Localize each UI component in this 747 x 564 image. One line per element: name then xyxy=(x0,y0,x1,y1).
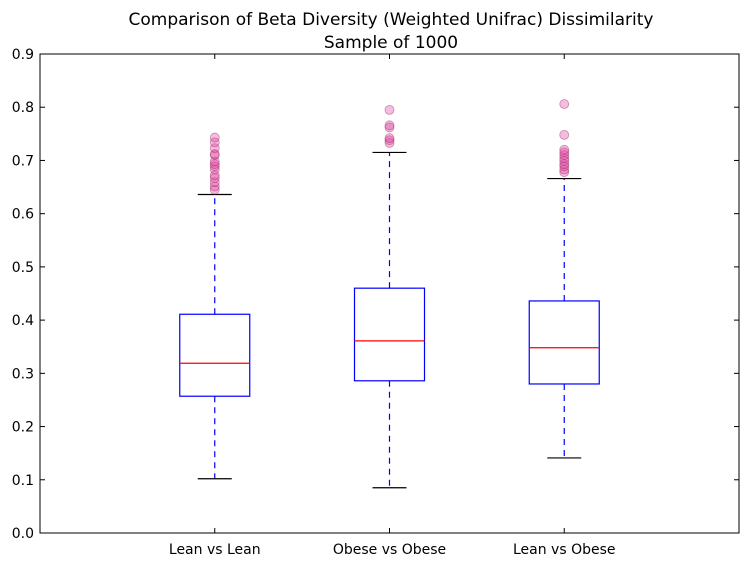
outlier-point xyxy=(559,144,570,155)
outlier-point xyxy=(559,147,570,158)
y-tick-label: 0.6 xyxy=(12,207,34,223)
outlier-point xyxy=(559,150,570,161)
outlier-point xyxy=(384,135,395,146)
chart-title: Comparison of Beta Diversity (Weighted U… xyxy=(129,10,654,30)
outlier-point xyxy=(559,161,570,172)
outlier-point xyxy=(559,129,570,140)
outlier-point xyxy=(384,120,395,131)
outlier-point xyxy=(559,153,570,164)
iqr-box xyxy=(528,300,600,385)
box-group xyxy=(528,99,600,459)
outlier-point xyxy=(559,99,570,109)
outlier-point xyxy=(559,167,570,178)
y-tick-label: 0.7 xyxy=(12,153,34,169)
outlier-point xyxy=(209,173,220,183)
box-group xyxy=(179,132,251,480)
y-tick-label: 0.5 xyxy=(12,260,34,276)
outlier-point xyxy=(384,104,395,115)
outlier-point xyxy=(559,164,570,175)
y-tick-label: 0.8 xyxy=(12,100,34,116)
y-tick-label: 0.1 xyxy=(12,473,34,489)
outlier-point xyxy=(384,122,395,133)
chart-subtitle: Sample of 1000 xyxy=(324,33,458,53)
x-tick-label: Obese vs Obese xyxy=(333,542,446,558)
y-tick-label: 0.9 xyxy=(12,47,34,63)
x-tick-label: Lean vs Lean xyxy=(169,542,261,558)
y-tick-label: 0.2 xyxy=(12,420,34,436)
outlier-point xyxy=(209,164,220,175)
outlier-point xyxy=(559,156,570,166)
plot-area xyxy=(179,99,600,489)
box-group xyxy=(353,104,426,489)
iqr-box xyxy=(353,287,426,382)
axes-frame xyxy=(39,53,740,534)
outlier-point xyxy=(209,149,220,159)
outlier-point xyxy=(384,133,395,143)
x-axis: Lean vs Lean Obese vs Obese Lean vs Obese xyxy=(169,54,616,558)
y-tick-label: 0.4 xyxy=(12,313,34,329)
iqr-box xyxy=(179,313,251,397)
y-tick-label: 0.0 xyxy=(12,526,34,542)
outlier-point xyxy=(209,184,220,195)
x-tick-label: Lean vs Obese xyxy=(513,542,616,558)
outlier-point xyxy=(209,132,220,143)
outlier-point xyxy=(209,143,220,154)
y-tick-label: 0.3 xyxy=(12,366,34,382)
